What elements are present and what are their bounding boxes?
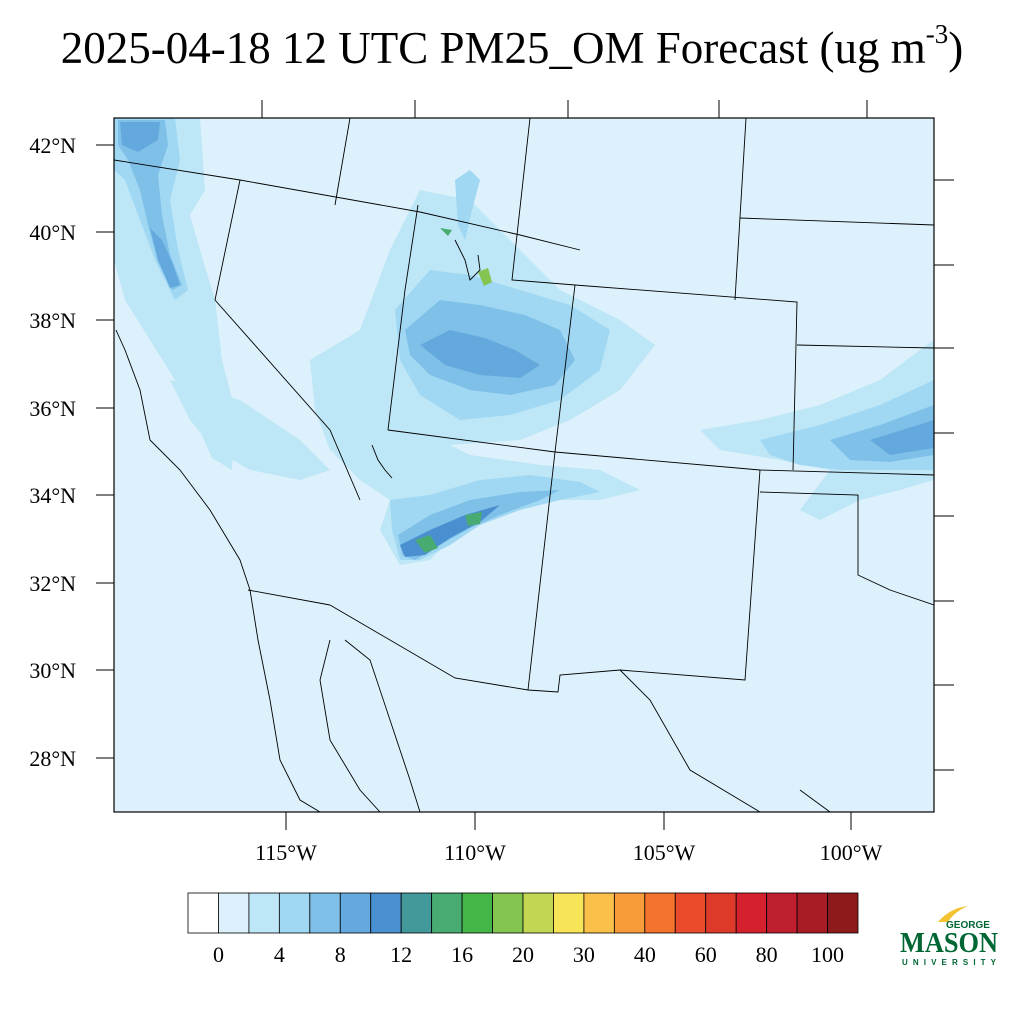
colorbar-swatch	[218, 892, 250, 934]
lat-label: 42°N	[29, 133, 76, 158]
lon-ticks-top	[261, 100, 868, 118]
colorbar-label: 12	[390, 942, 412, 967]
colorbar-label: 60	[695, 942, 717, 967]
logo-top-text: GEORGE	[946, 920, 990, 931]
lat-label: 40°N	[29, 220, 76, 245]
colorbar-label: 100	[811, 942, 844, 967]
contour-level-4	[118, 120, 182, 290]
colorbar-label: 40	[634, 942, 656, 967]
lon-label: 110°W	[444, 840, 506, 865]
coastline	[344, 639, 421, 812]
logo-main-text: MASON	[900, 928, 998, 959]
george-mason-logo: GEORGE MASON UNIVERSITY	[900, 906, 998, 967]
border-line	[527, 284, 576, 691]
lon-labels: 115°W 110°W 105°W 100°W	[255, 840, 882, 865]
lat-label: 28°N	[29, 746, 76, 771]
lat-ticks-left	[96, 144, 114, 759]
border-line	[329, 469, 761, 693]
contour-level-8	[440, 228, 452, 236]
border-line	[734, 118, 747, 301]
colorbar-label: 8	[335, 942, 346, 967]
lon-label: 105°W	[633, 840, 696, 865]
colorbar-swatch	[461, 892, 493, 934]
colorbar-swatch	[827, 892, 859, 934]
lon-ticks-bottom	[285, 812, 852, 830]
colorbar-label: 16	[451, 942, 473, 967]
logo-bottom-text: UNIVERSITY	[902, 958, 997, 967]
colorbar-labels: 0 4 8 12 16 20 30 40 60 80 100	[213, 942, 844, 967]
contour-level-2	[170, 380, 330, 480]
title-close: )	[948, 23, 964, 73]
border-line	[619, 669, 761, 812]
border-line	[759, 491, 934, 606]
lon-label: 115°W	[255, 840, 317, 865]
title-text: 2025-04-18 12 UTC PM25_OM Forecast (ug m	[60, 23, 926, 73]
border-line	[799, 789, 831, 812]
colorbar-label: 0	[213, 942, 224, 967]
colorbar-label: 4	[274, 942, 285, 967]
colorbar-swatch	[248, 892, 280, 934]
contour-level-5	[420, 330, 540, 378]
colorbar-swatch	[766, 892, 798, 934]
lat-ticks-right	[934, 179, 954, 771]
colorbar-swatch	[796, 892, 828, 934]
border-line	[334, 118, 351, 206]
contour-level-8	[415, 535, 438, 553]
colorbar-swatch	[735, 892, 768, 934]
coastline	[115, 329, 321, 812]
colorbar	[187, 892, 859, 934]
border-line	[739, 217, 934, 226]
state-boundaries	[114, 118, 934, 812]
border-line	[114, 159, 581, 251]
lat-label: 34°N	[29, 483, 76, 508]
colorbar-swatch	[309, 892, 341, 934]
colorbar-swatch	[492, 892, 524, 934]
colorbar-label: 30	[573, 942, 595, 967]
lat-labels: 42°N 40°N 38°N 36°N 34°N 32°N 30°N 28°N	[29, 133, 76, 771]
colorbar-swatch	[187, 892, 219, 934]
lat-label: 30°N	[29, 658, 76, 683]
contour-level-5	[870, 420, 934, 455]
border-line	[387, 429, 934, 476]
colorbar-label: 20	[512, 942, 534, 967]
lat-label: 36°N	[29, 396, 76, 421]
contour-level-5	[120, 122, 160, 152]
colorbar-swatch	[613, 892, 646, 934]
border-line	[387, 204, 419, 431]
logo-flame-icon	[938, 906, 968, 922]
contour-level-10	[478, 268, 492, 286]
lon-label: 100°W	[820, 840, 883, 865]
lat-label: 32°N	[29, 571, 76, 596]
colorbar-swatch	[370, 892, 402, 934]
colorbar-swatch	[522, 892, 554, 934]
contour-level-8	[465, 512, 482, 526]
colorbar-swatch	[705, 892, 737, 934]
colorbar-swatch	[400, 892, 433, 934]
lake-outline	[454, 239, 481, 281]
contour-level-3	[455, 170, 480, 240]
colorbar-swatch	[339, 892, 372, 934]
pm25-contours	[114, 118, 934, 565]
colorbar-swatch	[553, 892, 585, 934]
map-title: 2025-04-18 12 UTC PM25_OM Forecast (ug m…	[0, 19, 1024, 74]
border-line	[796, 344, 934, 349]
map-frame	[113, 117, 935, 813]
colorbar-swatch	[674, 892, 707, 934]
lat-label: 38°N	[29, 308, 76, 333]
contour-level-5	[150, 228, 180, 288]
colorbar-label: 80	[756, 942, 778, 967]
lake-outline	[371, 444, 393, 479]
border-line	[214, 179, 361, 501]
colorbar-swatch	[583, 892, 615, 934]
title-exponent: -3	[925, 19, 949, 49]
colorbar-swatch	[431, 892, 463, 934]
coastline	[319, 639, 381, 812]
colorbar-swatch	[278, 892, 311, 934]
colorbar-swatch	[644, 892, 676, 934]
border-line	[247, 589, 331, 606]
